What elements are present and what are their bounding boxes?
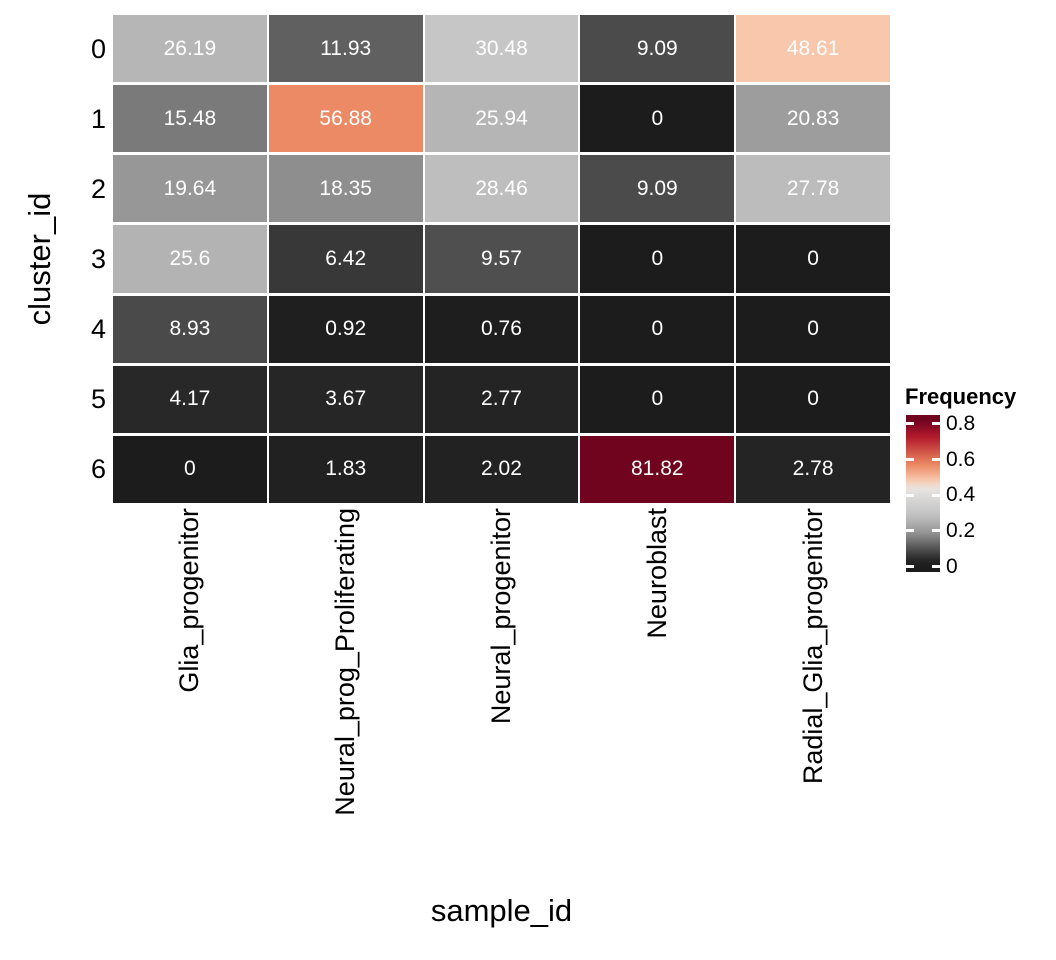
legend-tick-dash bbox=[932, 458, 940, 462]
y-tick-label: 6 bbox=[90, 454, 106, 485]
legend-tick-dash bbox=[932, 422, 940, 426]
heatmap-cell: 11.93 bbox=[268, 15, 423, 83]
heatmap-cell: 9.09 bbox=[580, 155, 735, 223]
heatmap-cell: 0 bbox=[580, 85, 735, 153]
x-tick-label: Neural_progenitor bbox=[486, 508, 516, 725]
heatmap-cell: 19.64 bbox=[113, 155, 267, 223]
heatmap-cell: 25.6 bbox=[113, 225, 267, 293]
heatmap-cell: 0 bbox=[580, 225, 735, 293]
heatmap-cell: 25.94 bbox=[424, 85, 579, 153]
y-tick-label: 3 bbox=[90, 244, 106, 274]
heatmap-cell: 1.83 bbox=[268, 435, 423, 503]
heatmap-cell: 26.19 bbox=[113, 15, 267, 83]
legend-tick-label: 0 bbox=[946, 554, 958, 578]
heatmap-cell: 0.76 bbox=[424, 295, 579, 363]
heatmap-cell: 0 bbox=[580, 365, 735, 433]
legend-tick-dash bbox=[906, 529, 914, 533]
heatmap-cell: 2.77 bbox=[424, 365, 579, 433]
heatmap-cell: 28.46 bbox=[424, 155, 579, 223]
legend-tick-dash bbox=[906, 458, 914, 462]
heatmap-cell: 15.48 bbox=[113, 85, 267, 153]
heatmap-cell: 30.48 bbox=[424, 15, 579, 83]
y-axis-title: cluster_id bbox=[22, 192, 57, 326]
heatmap-cell: 56.88 bbox=[268, 85, 423, 153]
y-tick-label: 2 bbox=[90, 173, 106, 204]
y-tick-label: 0 bbox=[90, 33, 106, 64]
heatmap-cell: 0 bbox=[113, 435, 267, 503]
legend-colorbar bbox=[906, 415, 940, 572]
legend-tick-dash bbox=[906, 493, 914, 497]
heatmap-cell: 0 bbox=[580, 295, 735, 363]
legend-tick-label: 0.6 bbox=[946, 447, 976, 471]
legend-tick-dash bbox=[906, 565, 914, 569]
heatmap-cell: 48.61 bbox=[736, 15, 890, 83]
heatmap-cell: 9.57 bbox=[424, 225, 579, 293]
legend-tick-label: 0.8 bbox=[946, 411, 976, 435]
heatmap-cell: 0.92 bbox=[268, 295, 423, 363]
heatmap-cell: 8.93 bbox=[113, 295, 267, 363]
heatmap-cell: 0 bbox=[736, 295, 890, 363]
x-tick-label: Radial_Glia_progenitor bbox=[797, 508, 828, 785]
y-tick-label: 4 bbox=[90, 314, 106, 345]
heatmap-cell: 6.42 bbox=[268, 225, 423, 293]
y-tick-label: 5 bbox=[90, 384, 106, 415]
heatmap-cell: 27.78 bbox=[736, 155, 890, 223]
heatmap-cell: 2.78 bbox=[736, 435, 890, 503]
heatmap-cell: 2.02 bbox=[424, 435, 579, 503]
heatmap-cell: 3.67 bbox=[268, 365, 423, 433]
legend-tick-dash bbox=[906, 422, 914, 426]
heatmap-cell: 20.83 bbox=[736, 85, 890, 153]
x-tick-label: Neuroblast bbox=[641, 508, 672, 639]
legend-tick-label: 0.2 bbox=[946, 518, 976, 542]
heatmap-cell: 9.09 bbox=[580, 15, 735, 83]
heatmap-cell: 18.35 bbox=[268, 155, 423, 223]
legend-title: Frequency bbox=[905, 384, 1017, 409]
y-tick-label: 1 bbox=[90, 103, 106, 134]
heatmap-grid: 26.19 11.93 30.48 9.09 48.61 15.48 56.88 25.94 0… bbox=[113, 15, 890, 503]
legend-tick-dash bbox=[932, 493, 940, 497]
legend-tick-label: 0.4 bbox=[946, 483, 976, 507]
heatmap-cell: 4.17 bbox=[113, 365, 267, 433]
legend-tick-dash bbox=[932, 529, 940, 533]
y-axis-title-container: cluster_id bbox=[22, 59, 57, 459]
heatmap-cell: 81.82 bbox=[580, 435, 735, 503]
heatmap-cell: 0 bbox=[736, 225, 890, 293]
heatmap-cell: 0 bbox=[736, 365, 890, 433]
x-tick-label: Neural_prog_Proliferating bbox=[330, 508, 361, 816]
legend-tick-dash bbox=[932, 565, 940, 569]
x-tick-label: Glia_progenitor bbox=[174, 508, 205, 693]
x-axis-title: sample_id bbox=[430, 893, 573, 928]
